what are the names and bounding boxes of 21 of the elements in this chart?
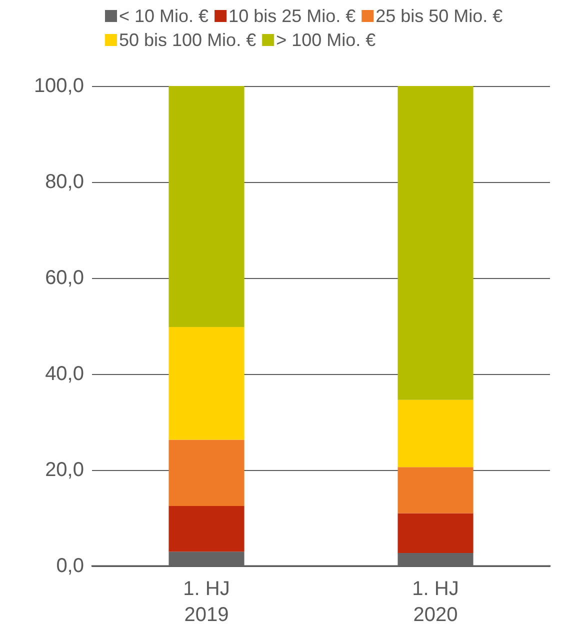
bar [398, 467, 474, 514]
y-tick-label: 0,0 [56, 555, 84, 577]
y-tick-label: 60,0 [45, 267, 84, 289]
x-tick-label: 1. HJ 2020 [412, 578, 459, 626]
bar [398, 513, 474, 554]
bar [168, 506, 244, 552]
legend-label: 25 bis 50 Mio. € [376, 6, 503, 26]
bar [398, 400, 474, 468]
y-tick-label: 40,0 [45, 363, 84, 385]
y-tick-label: 100,0 [34, 75, 84, 97]
legend-label: 50 bis 100 Mio. € [119, 30, 256, 50]
x-tick-label: 1. HJ 2019 [183, 578, 230, 626]
legend-label: > 100 Mio. € [276, 30, 376, 50]
y-tick-label: 80,0 [45, 171, 84, 193]
bar [168, 86, 244, 327]
bar [168, 326, 244, 440]
bar [398, 86, 474, 400]
legend-label: 10 bis 25 Mio. € [228, 6, 356, 26]
y-tick-label: 20,0 [45, 459, 84, 481]
legend-label: < 10 Mio. € [119, 6, 209, 26]
bar [168, 440, 244, 506]
